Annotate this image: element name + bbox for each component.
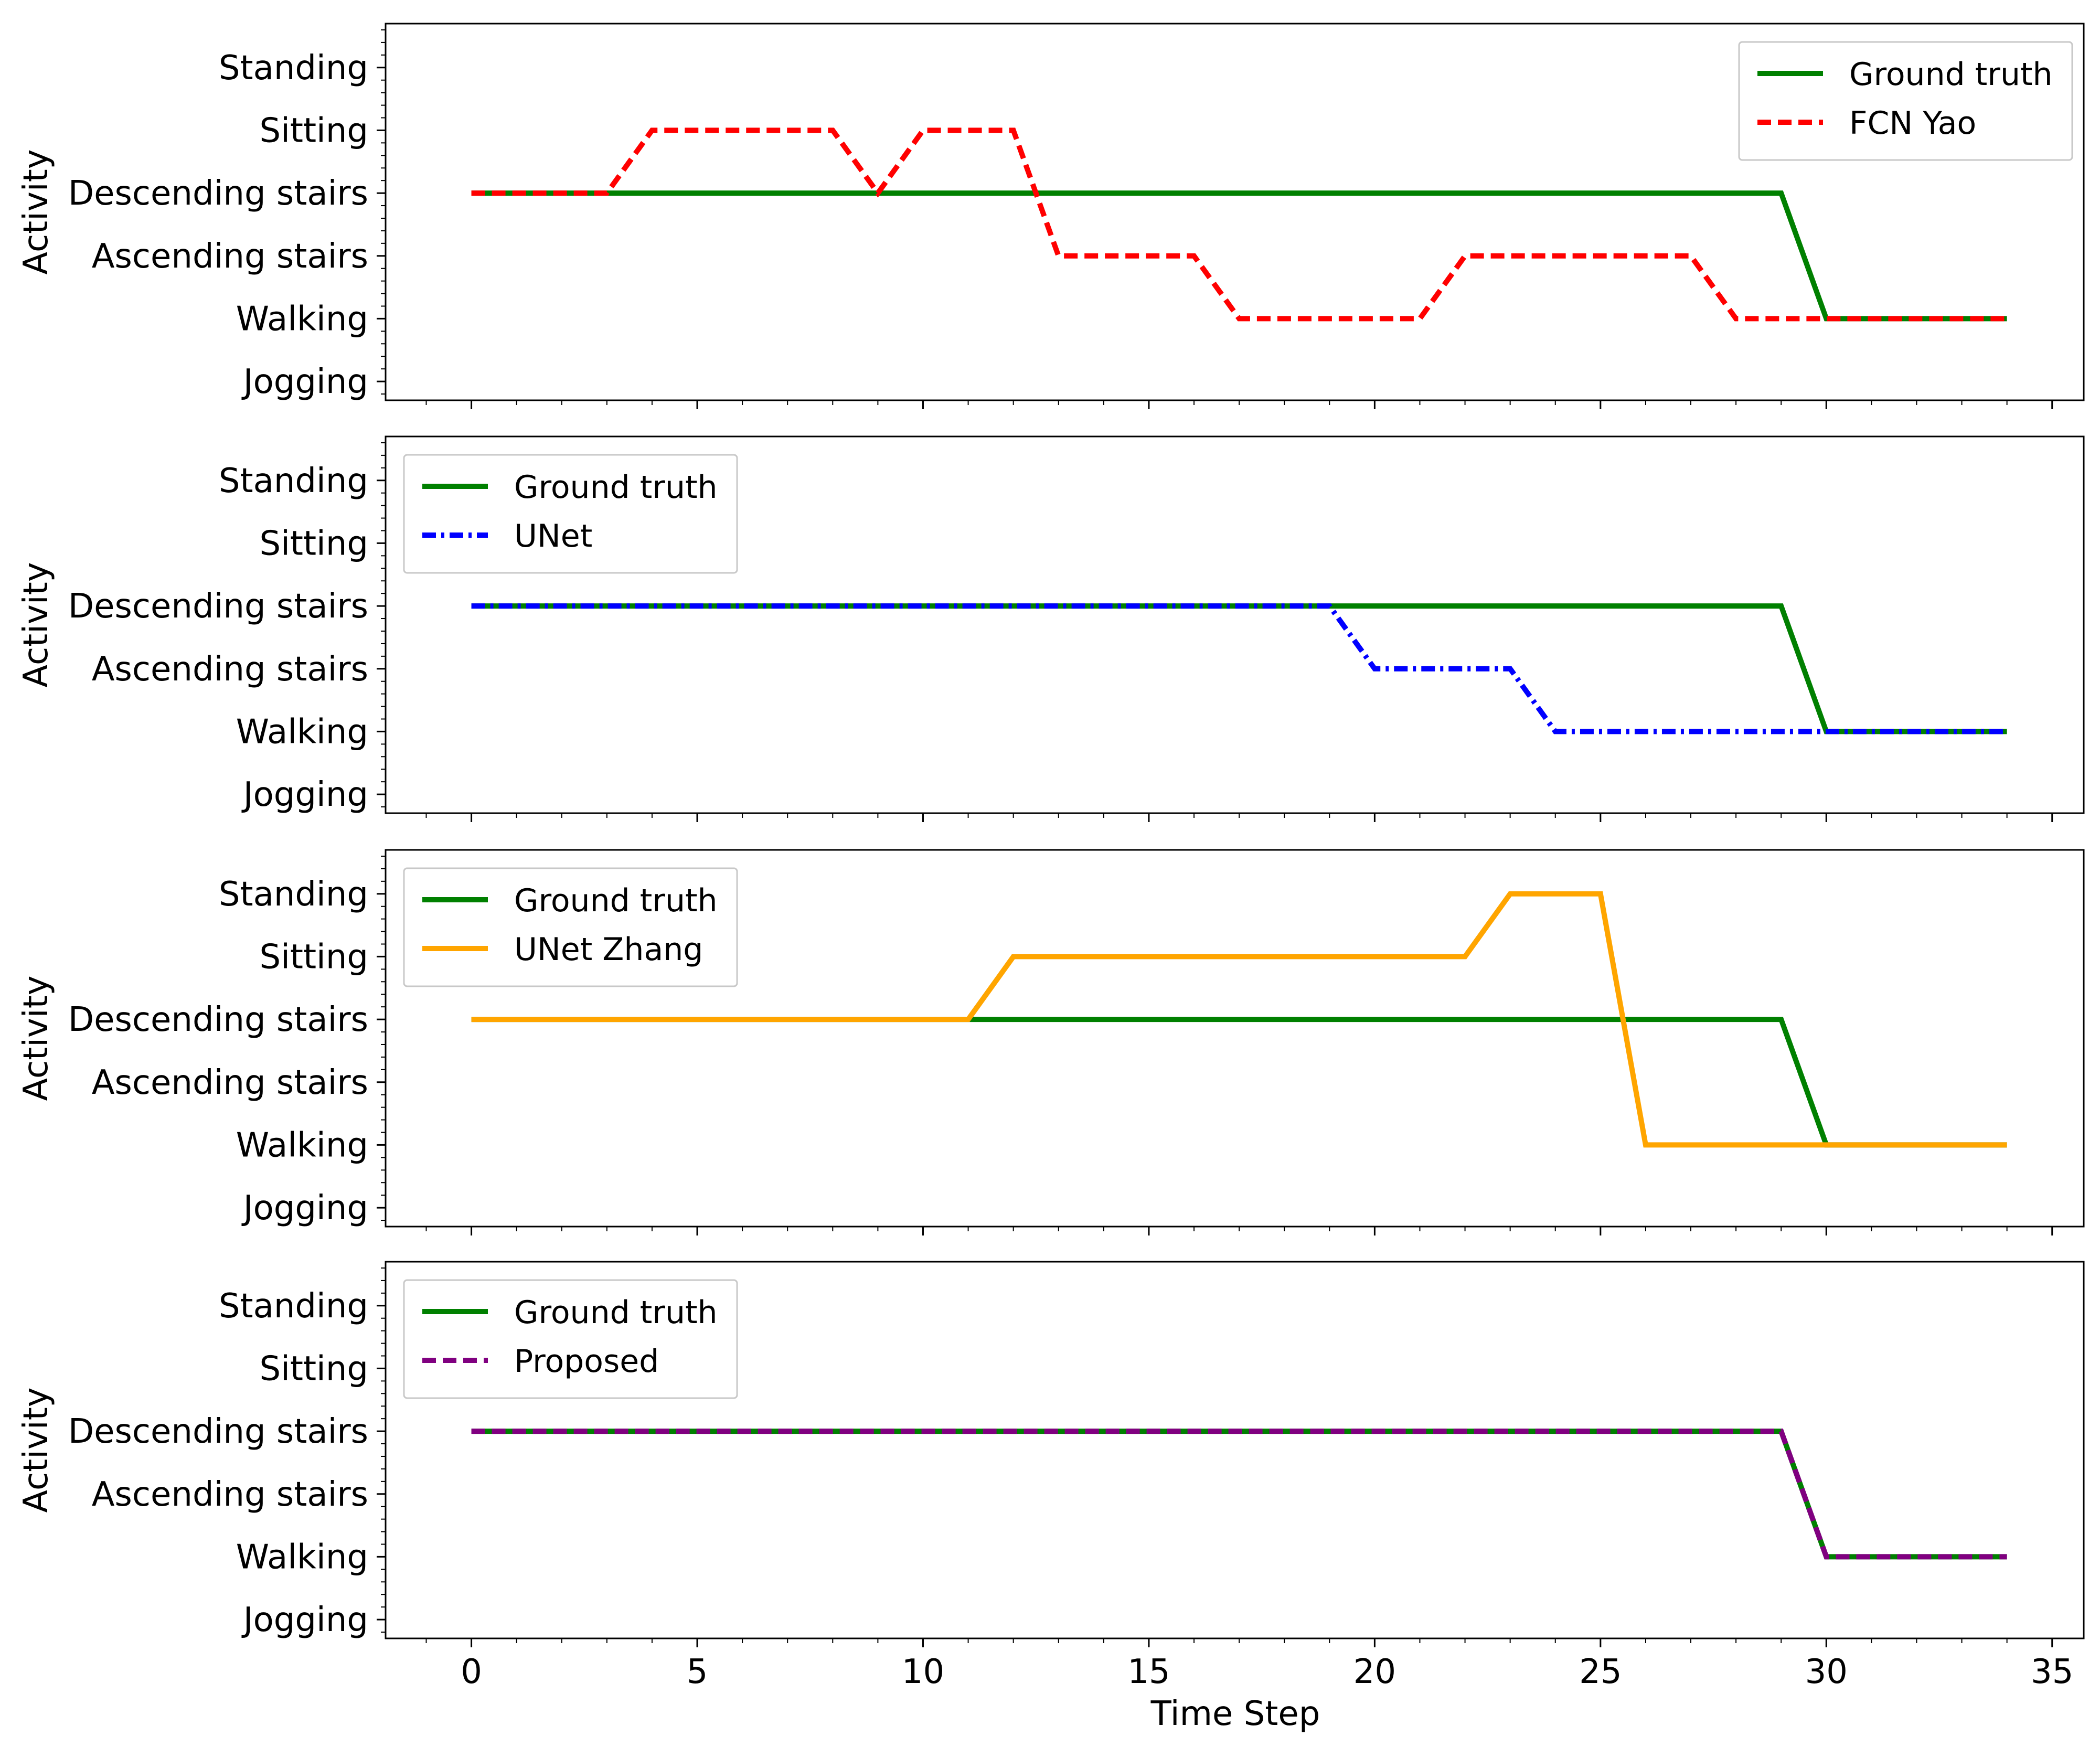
series-line-proposed [471, 1429, 2007, 1560]
y-tick-label: Sitting [259, 524, 368, 563]
legend-label: Ground truth [514, 882, 718, 919]
y-tick-label: Walking [236, 1126, 368, 1165]
x-axis-label: Time Step [1150, 1695, 1320, 1733]
legend-label: Proposed [514, 1343, 659, 1380]
x-tick-label: 10 [902, 1653, 944, 1691]
legend-label: UNet Zhang [514, 931, 703, 968]
y-tick-label: Standing [219, 1287, 368, 1326]
legend-label: Ground truth [1849, 56, 2053, 93]
series-line-ground-truth [471, 1017, 2007, 1148]
y-tick-label: Jogging [241, 363, 368, 401]
x-tick-label: 0 [461, 1653, 482, 1691]
y-tick-label: Walking [236, 712, 368, 751]
y-tick-label: Sitting [259, 1349, 368, 1388]
x-tick-label: 35 [2031, 1653, 2073, 1691]
legend: Ground truth Proposed [403, 1279, 738, 1399]
chart-panel-1: Jogging Walking Ascending stairs Descending… [17, 23, 2085, 409]
legend-label: FCN Yao [1849, 105, 1976, 142]
legend: Ground truth UNet Zhang [403, 867, 738, 987]
series-line-fcn-yao [471, 127, 2007, 322]
y-tick-label: Walking [236, 1538, 368, 1576]
y-tick-label: Ascending stairs [92, 1063, 368, 1102]
y-tick-label: Sitting [259, 111, 368, 150]
axes-frame [385, 435, 2085, 814]
chart-panel-4: Jogging Walking Ascending stairs Descending… [17, 1261, 2085, 1691]
y-tick-label: Ascending stairs [92, 1475, 368, 1514]
axes-frame [385, 23, 2085, 401]
x-tick-label: 25 [1579, 1653, 1622, 1691]
y-tick-label: Standing [219, 875, 368, 914]
x-tick-label: 30 [1805, 1653, 1848, 1691]
series-line-ground-truth [471, 1429, 2007, 1560]
x-tick-label: 5 [687, 1653, 708, 1691]
legend: Ground truth FCN Yao [1738, 41, 2073, 161]
legend-label: Ground truth [514, 469, 718, 506]
y-tick-label: Jogging [241, 1601, 368, 1639]
series-line-ground-truth [471, 603, 2007, 734]
y-tick-label: Standing [219, 462, 368, 500]
x-tick-label: 15 [1127, 1653, 1170, 1691]
y-axis-label: Activity [17, 975, 56, 1101]
y-axis-label: Activity [17, 1387, 56, 1512]
y-tick-label: Standing [219, 49, 368, 88]
y-tick-label: Descending stairs [68, 1000, 368, 1039]
axes-frame [385, 849, 2085, 1228]
y-axis-label: Activity [17, 149, 56, 274]
chart-panel-3: Jogging Walking Ascending stairs Descending… [17, 849, 2085, 1235]
legend: Ground truth UNet [403, 454, 738, 574]
y-tick-label: Sitting [259, 938, 368, 976]
y-tick-label: Jogging [241, 1189, 368, 1228]
y-axis-label: Activity [17, 562, 56, 687]
y-tick-label: Jogging [241, 775, 368, 814]
y-tick-label: Descending stairs [68, 587, 368, 626]
y-tick-label: Ascending stairs [92, 237, 368, 276]
legend-label: Ground truth [514, 1294, 718, 1331]
y-tick-label: Ascending stairs [92, 650, 368, 689]
y-tick-label: Walking [236, 300, 368, 338]
series-line-unet [471, 603, 2007, 734]
x-tick-label: 20 [1353, 1653, 1396, 1691]
series-line-unet-zhang [471, 891, 2007, 1148]
y-tick-label: Descending stairs [68, 1412, 368, 1451]
series-line-ground-truth [471, 190, 2007, 322]
chart-panel-2: Jogging Walking Ascending stairs Descending… [17, 435, 2085, 822]
y-tick-label: Descending stairs [68, 174, 368, 213]
axes-frame [385, 1261, 2085, 1639]
legend-label: UNet [514, 518, 592, 555]
